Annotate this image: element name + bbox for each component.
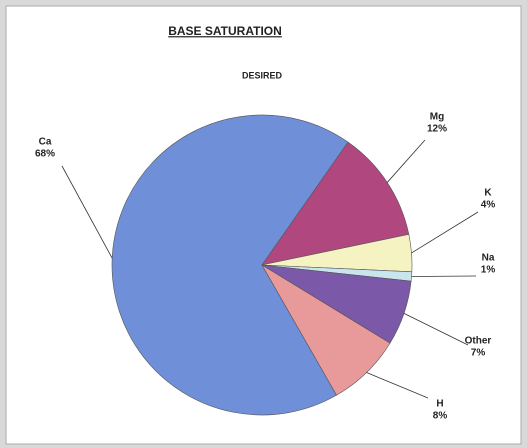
- leader-line: [366, 372, 429, 399]
- slice-label: Other: [465, 336, 492, 347]
- pie-slice: [261, 141, 410, 266]
- slice-label: Mg: [430, 112, 444, 123]
- value-label: 8%: [433, 411, 448, 422]
- leader-line: [386, 139, 426, 183]
- leader-line: [411, 211, 479, 254]
- value-label: 1%: [481, 265, 496, 276]
- leader-line: [411, 275, 477, 277]
- value-label: 7%: [471, 348, 486, 359]
- chart-subtitle: DESIRED: [242, 70, 283, 80]
- slice-label: Na: [482, 253, 495, 264]
- leader-line: [61, 165, 113, 259]
- slice-label: K: [484, 188, 492, 199]
- pie-slice: [111, 114, 349, 416]
- slice-label: H: [436, 399, 443, 410]
- leader-line: [403, 312, 469, 346]
- slice-label: Ca: [39, 137, 52, 148]
- chart-title: BASE SATURATION: [168, 24, 282, 38]
- value-label: 68%: [35, 149, 55, 160]
- value-label: 4%: [481, 200, 496, 211]
- value-label: 12%: [427, 124, 447, 135]
